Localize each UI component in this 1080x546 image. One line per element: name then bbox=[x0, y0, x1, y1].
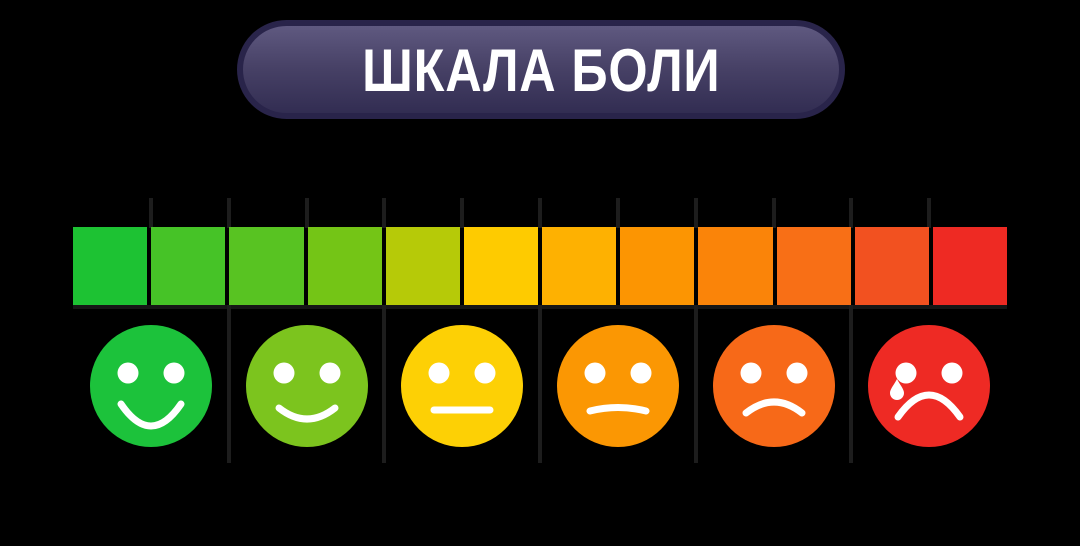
face-divider-line bbox=[226, 305, 231, 463]
right-eye-icon bbox=[163, 362, 185, 384]
page-title: ШКАЛА БОЛИ bbox=[361, 37, 721, 104]
right-eye-icon bbox=[786, 362, 808, 384]
tick-mark bbox=[693, 198, 698, 228]
right-eye-icon bbox=[630, 362, 652, 384]
scale-segment-6[interactable] bbox=[463, 227, 539, 305]
tick-mark bbox=[148, 198, 153, 228]
happy-face-icon bbox=[89, 325, 212, 447]
face-divider-line bbox=[693, 305, 698, 463]
scale-segment-9[interactable] bbox=[698, 227, 773, 305]
left-eye-icon bbox=[584, 362, 606, 384]
face-divider-line bbox=[538, 305, 542, 463]
left-eye-icon bbox=[428, 362, 450, 384]
right-eye-icon bbox=[319, 362, 340, 384]
face-circle bbox=[556, 325, 679, 447]
right-eye-icon bbox=[941, 362, 963, 384]
tick-row bbox=[73, 198, 1007, 228]
face-circle bbox=[868, 325, 991, 447]
scale-segment-3[interactable] bbox=[229, 227, 304, 305]
tick-mark bbox=[771, 198, 776, 228]
scale-segment-11[interactable] bbox=[854, 227, 929, 305]
tear-icon bbox=[890, 379, 905, 400]
scale-segment-2[interactable] bbox=[151, 227, 226, 305]
mouth-icon bbox=[117, 400, 185, 430]
left-eye-icon bbox=[740, 362, 762, 384]
mouth-icon bbox=[275, 404, 338, 423]
faces-row bbox=[73, 321, 1007, 451]
tick-mark bbox=[849, 198, 854, 228]
pain-level-1[interactable] bbox=[73, 321, 229, 451]
face-divider-line bbox=[382, 305, 387, 463]
scale-segment-10[interactable] bbox=[776, 227, 851, 305]
mouth-icon bbox=[894, 391, 964, 421]
tick-mark bbox=[927, 198, 932, 228]
tick-mark bbox=[304, 198, 309, 228]
mouth-icon bbox=[586, 404, 650, 415]
face-circle bbox=[401, 325, 524, 447]
left-eye-icon bbox=[117, 362, 139, 384]
face-circle bbox=[245, 325, 368, 447]
uneasy-face-icon bbox=[556, 325, 679, 447]
divider-row bbox=[73, 305, 1007, 463]
neutral-face-icon bbox=[401, 325, 524, 447]
pain-level-2[interactable] bbox=[229, 321, 385, 451]
tick-mark bbox=[382, 198, 387, 228]
slight-smile-face-icon bbox=[245, 325, 368, 447]
pain-level-5[interactable] bbox=[696, 321, 852, 451]
scale-segment-12[interactable] bbox=[932, 227, 1008, 305]
left-eye-icon bbox=[895, 362, 917, 384]
tick-mark bbox=[615, 198, 620, 228]
scale-segment-4[interactable] bbox=[307, 227, 382, 305]
scale-segment-1[interactable] bbox=[73, 227, 148, 305]
pain-level-4[interactable] bbox=[540, 321, 696, 451]
scale-segment-7[interactable] bbox=[542, 227, 617, 305]
face-circle bbox=[712, 325, 835, 447]
left-eye-icon bbox=[273, 362, 294, 384]
sad-face-icon bbox=[712, 325, 835, 447]
scale-bar bbox=[73, 227, 1008, 305]
scale-segment-8[interactable] bbox=[620, 227, 695, 305]
right-eye-icon bbox=[474, 362, 496, 384]
face-divider-line bbox=[849, 305, 854, 463]
title-badge: ШКАЛА БОЛИ bbox=[237, 20, 845, 119]
tick-mark bbox=[226, 198, 231, 228]
tick-mark bbox=[460, 198, 465, 228]
pain-level-3[interactable] bbox=[384, 321, 540, 451]
crying-face-icon bbox=[868, 325, 991, 447]
face-circle bbox=[89, 325, 212, 447]
scale-segment-5[interactable] bbox=[385, 227, 460, 305]
pain-level-6[interactable] bbox=[851, 321, 1007, 451]
tick-mark bbox=[538, 198, 542, 228]
mouth-icon bbox=[742, 398, 806, 417]
